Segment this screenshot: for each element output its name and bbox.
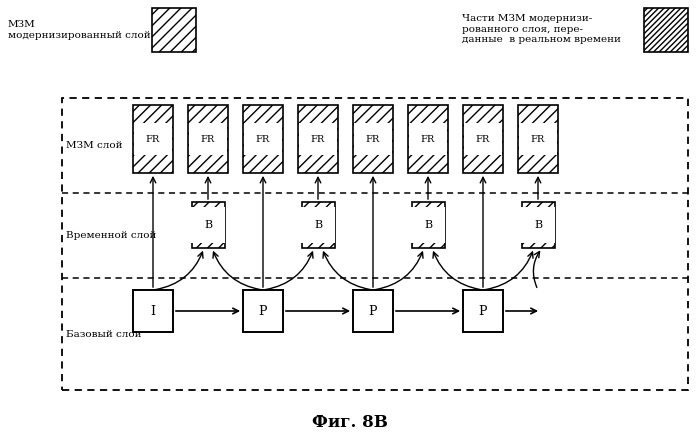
Bar (353, 290, 393, 332)
Bar (243, 105, 283, 173)
Text: P: P (479, 304, 487, 318)
Bar (152, 8, 196, 52)
Bar (518, 105, 558, 173)
Text: FR: FR (201, 135, 215, 143)
Text: Временной слой: Временной слой (66, 231, 157, 240)
Text: Фиг. 8В: Фиг. 8В (312, 414, 387, 430)
Bar (133, 105, 173, 173)
Bar (353, 105, 393, 173)
Text: B: B (424, 220, 432, 230)
Text: FR: FR (256, 135, 270, 143)
Bar (243, 290, 283, 332)
Bar (644, 8, 688, 52)
Bar (463, 105, 503, 173)
Text: Части МЗМ модернизи-
рованного слоя, пере-
данные  в реальном времени: Части МЗМ модернизи- рованного слоя, пер… (462, 14, 621, 44)
Text: P: P (369, 304, 377, 318)
Bar (408, 105, 448, 173)
Text: FR: FR (421, 135, 435, 143)
Text: I: I (150, 304, 155, 318)
Bar (463, 290, 503, 332)
Text: B: B (314, 220, 322, 230)
Text: FR: FR (531, 135, 545, 143)
Bar (521, 202, 554, 248)
Bar (412, 202, 445, 248)
Text: FR: FR (146, 135, 160, 143)
Bar (133, 290, 173, 332)
Text: B: B (534, 220, 542, 230)
Bar (298, 105, 338, 173)
Text: Базовый слой: Базовый слой (66, 330, 141, 338)
Bar (301, 202, 335, 248)
Text: B: B (204, 220, 212, 230)
Text: FR: FR (476, 135, 490, 143)
Text: FR: FR (311, 135, 325, 143)
Text: МЗМ
модернизированный слой: МЗМ модернизированный слой (8, 20, 150, 40)
Text: P: P (259, 304, 267, 318)
Bar (62, 98, 688, 390)
Bar (192, 202, 224, 248)
Text: FR: FR (366, 135, 380, 143)
Text: МЗМ слой: МЗМ слой (66, 141, 122, 150)
Bar (188, 105, 228, 173)
